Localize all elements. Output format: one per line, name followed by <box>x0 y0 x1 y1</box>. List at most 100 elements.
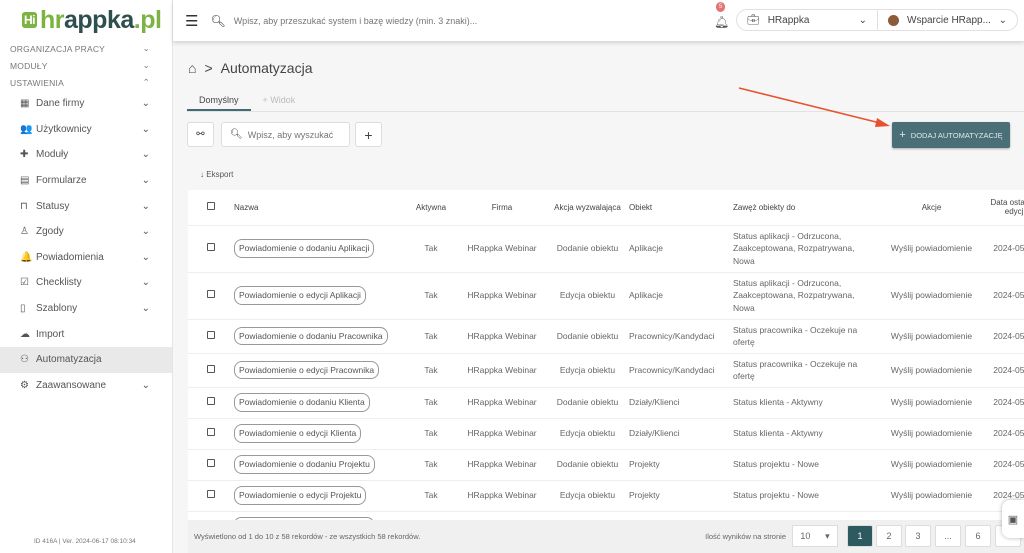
table-cell: HRappka Webinar <box>458 272 546 320</box>
chevron-down-icon: ⌄ <box>141 149 150 161</box>
sidebar-item[interactable]: ▦ Dane firmy ⌄ <box>20 98 150 110</box>
column-header[interactable]: Nazwa <box>234 190 404 226</box>
export-button[interactable]: ↓ Eksport <box>200 170 234 179</box>
column-header[interactable]: Akcja wyzwalająca <box>546 190 629 226</box>
sidebar-item[interactable]: ♙ Zgody ⌄ <box>20 226 150 238</box>
help-widget-button[interactable]: ▣ <box>1002 500 1024 538</box>
sidebar-item[interactable]: ⚇ Automatyzacja <box>0 346 172 373</box>
table-cell: Wyślij powiadomienie <box>881 387 982 419</box>
page-button[interactable]: 3 <box>905 525 931 547</box>
sidebar-section[interactable]: USTAWIENIA ⌃ <box>10 77 150 88</box>
add-automation-button[interactable]: + DODAJ AUTOMATYZACJĘ <box>892 122 1010 148</box>
row-checkbox[interactable] <box>207 290 215 299</box>
row-checkbox[interactable] <box>207 330 215 339</box>
per-page-select[interactable]: 10 ▾ <box>792 525 838 547</box>
search-icon: 🔍︎ <box>230 129 243 140</box>
global-search-input[interactable] <box>233 15 654 26</box>
puzzle-icon: ✚ <box>20 149 29 161</box>
table-cell: Dodanie obiektu <box>546 387 629 419</box>
user-check-icon: ♙ <box>20 226 29 238</box>
table-cell: Edycja obiektu <box>546 418 629 450</box>
tab-default[interactable]: Domyślny <box>187 95 251 111</box>
chevron-down-icon: ⌄ <box>141 123 150 135</box>
row-checkbox[interactable] <box>207 490 215 499</box>
company-select[interactable]: 💼︎ HRappka ⌄ <box>737 10 878 30</box>
column-header[interactable]: Obiekt <box>629 190 733 226</box>
automation-name-link[interactable]: Powiadomienie o edycji Pracownika <box>234 360 380 380</box>
search-icon: 🔍︎ <box>210 13 226 28</box>
column-header[interactable]: Akcje <box>881 190 982 226</box>
table-cell: Tak <box>404 387 458 419</box>
automation-name-link[interactable]: Powiadomienie o edycji Klienta <box>234 424 362 443</box>
automation-name-link[interactable]: Powiadomienie o dodaniu Klienta <box>234 393 370 412</box>
sidebar-item[interactable]: ▤ Formularze ⌄ <box>20 175 150 187</box>
briefcase-icon: 💼︎ <box>747 14 760 26</box>
select-all-checkbox[interactable] <box>207 202 215 211</box>
sidebar-item[interactable]: 👥 Użytkownicy ⌄ <box>20 123 150 135</box>
page-button[interactable]: 6 <box>965 525 991 547</box>
menu-icon[interactable]: ☰ <box>185 12 199 30</box>
checklist-icon: ☑ <box>20 277 29 289</box>
table-row: Powiadomienie o edycji Aplikacji Tak HRapp… <box>188 272 1024 320</box>
tab-add-view[interactable]: + Widok <box>262 95 296 105</box>
table-row: Powiadomienie o dodaniu Projektu Tak HRapp… <box>188 449 1024 481</box>
sidebar-item[interactable]: ☁ Import <box>20 328 65 340</box>
building-icon: ▦ <box>20 98 30 110</box>
table-cell: Edycja obiektu <box>546 272 629 320</box>
notification-badge: 5 <box>716 2 726 12</box>
logo[interactable]: Hi hr appka .pl <box>22 5 162 34</box>
automation-name-link[interactable]: Powiadomienie o edycji Projektu <box>234 486 367 505</box>
home-icon[interactable]: ⌂ <box>188 60 197 76</box>
breadcrumb: ⌂ > Automatyzacja <box>188 60 313 76</box>
records-summary: Wyświetlono od 1 do 10 z 58 rekordów - z… <box>194 532 421 541</box>
sidebar-item[interactable]: ⊓ Statusy ⌄ <box>20 200 150 212</box>
user-menu[interactable]: Wsparcie HRapp... ⌄ <box>878 10 1017 30</box>
sidebar-item[interactable]: ☑ Checklisty ⌄ <box>20 277 150 289</box>
table-row: Powiadomienie o edycji Klienta Tak HRappka… <box>188 418 1024 450</box>
automation-name-link[interactable]: Powiadomienie o dodaniu Aplikacji <box>234 239 375 258</box>
table-search[interactable]: 🔍︎ <box>221 122 350 147</box>
row-checkbox[interactable] <box>207 243 215 252</box>
sidebar-item[interactable]: ✚ Moduły ⌄ <box>20 149 150 161</box>
sidebar-item[interactable]: ⚙ Zaawansowane ⌄ <box>20 379 150 391</box>
sidebar-section[interactable]: ORGANIZACJA PRACY ⌄ <box>10 43 150 54</box>
filter-button[interactable]: ⚯ <box>187 122 214 147</box>
table-cell: Dodanie obiektu <box>546 449 629 481</box>
automation-name-link[interactable]: Powiadomienie o dodaniu Projektu <box>234 455 375 474</box>
page-button[interactable]: ... <box>935 525 961 547</box>
table-row: Powiadomienie o dodaniu Aplikacji Tak HRap… <box>188 225 1024 273</box>
table-footer: Wyświetlono od 1 do 10 z 58 rekordów - z… <box>188 520 1024 553</box>
column-header[interactable]: Zawęż obiekty do <box>733 190 881 226</box>
page-button[interactable]: 1 <box>847 525 873 547</box>
version-info: ID 416A | Ver. 2024-06-17 08:10:34 <box>34 538 136 545</box>
automation-name-link[interactable]: Powiadomienie o dodaniu Pracownika <box>234 326 388 346</box>
table-cell: HRappka Webinar <box>458 449 546 481</box>
table-cell: Status pracownika - Oczekuje na ofertę <box>733 353 881 388</box>
row-checkbox[interactable] <box>207 459 215 468</box>
column-header[interactable]: Firma <box>458 190 546 226</box>
sidebar-item[interactable]: 🔔 Powiadomienia ⌄ <box>20 251 150 263</box>
chevron-down-icon: ⌄ <box>858 14 867 26</box>
table-search-input[interactable] <box>247 129 348 140</box>
row-checkbox[interactable] <box>207 428 215 437</box>
table-cell: Wyślij powiadomienie <box>881 480 982 512</box>
avatar <box>888 14 899 26</box>
table-cell: Tak <box>404 319 458 354</box>
table-cell: Status pracownika - Oczekuje na ofertę <box>733 319 881 354</box>
sidebar-item[interactable]: ▯ Szablony ⌄ <box>20 303 150 315</box>
column-header[interactable]: Aktywna <box>404 190 458 226</box>
bell-icon[interactable]: 🔔︎ <box>714 15 730 29</box>
row-checkbox[interactable] <box>207 397 215 406</box>
table-cell: 2024-05-01 <box>982 418 1024 450</box>
table-cell: Wyślij powiadomienie <box>881 225 982 273</box>
table-cell: Status aplikacji - Odrzucona, Zaakceptow… <box>733 225 881 273</box>
row-checkbox[interactable] <box>207 364 215 373</box>
page-button[interactable]: 2 <box>876 525 902 547</box>
automation-name-link[interactable]: Powiadomienie o edycji Aplikacji <box>234 286 366 305</box>
chevron-down-icon: ⌄ <box>141 98 150 110</box>
sidebar-section[interactable]: MODUŁY ⌄ <box>10 60 150 71</box>
column-header[interactable]: Data ostatniej edycji <box>982 190 1024 226</box>
table-cell: Wyślij powiadomienie <box>881 449 982 481</box>
plus-icon: + <box>899 129 906 141</box>
add-filter-button[interactable]: + <box>355 122 382 147</box>
